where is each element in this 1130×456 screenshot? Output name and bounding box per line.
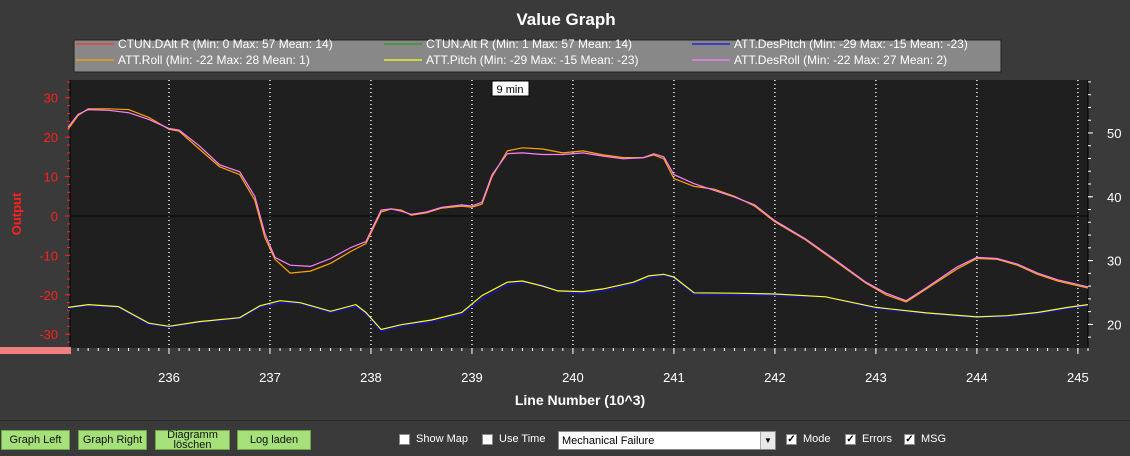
- y-axis-label: Output: [9, 192, 24, 235]
- graph-left-button[interactable]: Graph Left: [1, 430, 70, 450]
- y2-tick-label: 50: [1107, 126, 1121, 141]
- value-graph: Value Graph 30 20 10 0 -10 -20 -30 50 40 30 20 23…: [0, 10, 1122, 408]
- failure-dropdown[interactable]: Mechanical Failure ▼: [558, 431, 776, 450]
- clear-graph-label-line2: löschen: [173, 439, 212, 451]
- clear-graph-label-line1: Diagramm: [167, 429, 218, 441]
- msg-label: MSG: [921, 433, 947, 445]
- series-line-4: [67, 273, 1089, 331]
- x-axis: 236 237 238 239 240 241 242 243 244 245: [77, 348, 1089, 385]
- graph-right-button[interactable]: Graph Right: [78, 430, 147, 450]
- x-tick-label: 241: [663, 370, 685, 385]
- x-tick-label: 243: [865, 370, 887, 385]
- legend-label: ATT.Pitch (Min: -29 Max: -15 Mean: -23): [426, 53, 639, 67]
- errors-label: Errors: [862, 433, 892, 445]
- legend-label: ATT.DesPitch (Min: -29 Max: -15 Mean: -2…: [734, 37, 968, 51]
- mode-label: Mode: [803, 433, 831, 445]
- x-tick-label: 239: [461, 370, 483, 385]
- series-layer: [67, 108, 1089, 332]
- legend-label: ATT.Roll (Min: -22 Max: 28 Mean: 1): [118, 53, 310, 67]
- y-tick-label: -10: [39, 248, 58, 263]
- y-tick-label: 0: [51, 209, 58, 224]
- mode-box[interactable]: ✓: [786, 433, 797, 445]
- use-time-box[interactable]: [482, 433, 493, 445]
- use-time-checkbox[interactable]: Use Time: [482, 433, 545, 445]
- use-time-label: Use Time: [499, 433, 546, 445]
- y-tick-label: 30: [44, 91, 58, 106]
- x-tick-label: 236: [158, 370, 180, 385]
- msg-checkbox[interactable]: ✓ MSG: [904, 433, 946, 445]
- y-tick-label: -20: [39, 288, 58, 303]
- series-line-5: [67, 108, 1089, 302]
- show-map-box[interactable]: [399, 433, 410, 445]
- y-tick-label: 20: [44, 130, 58, 145]
- legend-label: ATT.DesRoll (Min: -22 Max: 27 Mean: 2): [734, 53, 947, 67]
- x-tick-label: 245: [1067, 370, 1089, 385]
- y-left-axis: 30 20 10 0 -10 -20 -30: [39, 81, 70, 343]
- x-tick-label: 237: [259, 370, 281, 385]
- time-annotation: 9 min: [491, 80, 530, 97]
- y2-tick-label: 30: [1107, 254, 1121, 269]
- msg-box[interactable]: ✓: [904, 433, 915, 445]
- errors-box[interactable]: ✓: [845, 433, 856, 445]
- legend-label: CTUN.DAlt R (Min: 0 Max: 57 Mean: 14): [118, 37, 333, 51]
- x-tick-label: 242: [764, 370, 786, 385]
- series-line-2: [67, 274, 1089, 332]
- legend-box: [73, 39, 1002, 73]
- clear-graph-button[interactable]: Diagramm löschen: [155, 429, 230, 451]
- y-right-axis: 50 40 30 20: [1088, 81, 1121, 338]
- x-tick-label: 238: [360, 370, 382, 385]
- x-tick-label: 244: [966, 370, 988, 385]
- legend: CTUN.DAlt R (Min: 0 Max: 57 Mean: 14) CTU…: [73, 37, 1002, 73]
- load-log-button[interactable]: Log laden: [237, 430, 311, 450]
- plot-area: [70, 80, 1088, 348]
- time-annotation-label: 9 min: [497, 84, 524, 96]
- mode-checkbox[interactable]: ✓ Mode: [786, 433, 831, 445]
- failure-dropdown-value: Mechanical Failure: [562, 434, 655, 447]
- y2-tick-label: 40: [1107, 190, 1121, 205]
- time-annotation-box: [491, 80, 530, 97]
- x-axis-label: Line Number (10^3): [515, 392, 645, 408]
- legend-label: CTUN.Alt R (Min: 1 Max: 57 Mean: 14): [426, 37, 632, 51]
- y-tick-label: 10: [44, 170, 58, 185]
- dropdown-arrow-icon[interactable]: ▼: [760, 432, 775, 449]
- errors-checkbox[interactable]: ✓ Errors: [845, 433, 892, 445]
- y2-tick-label: 20: [1107, 317, 1121, 332]
- show-map-label: Show Map: [416, 433, 468, 445]
- show-map-checkbox[interactable]: Show Map: [399, 433, 468, 445]
- left-axis-marker: [0, 347, 71, 354]
- y-tick-label: -30: [39, 327, 58, 342]
- x-tick-label: 240: [562, 370, 584, 385]
- chart-title: Value Graph: [516, 10, 615, 29]
